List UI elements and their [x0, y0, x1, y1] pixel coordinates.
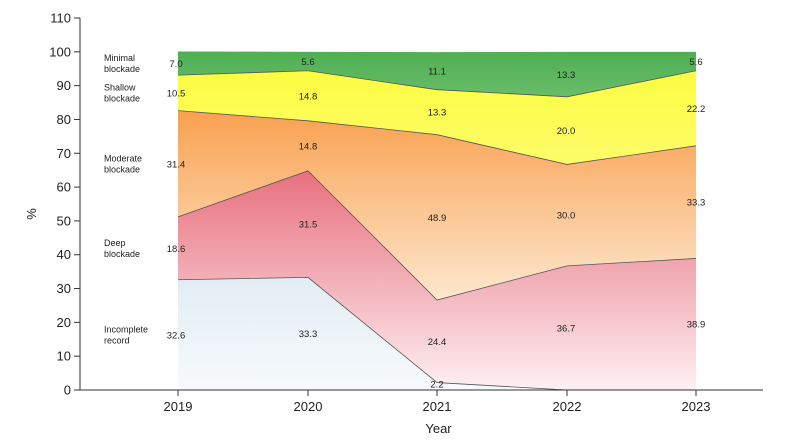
- data-label-deep-blockade: 36.7: [557, 323, 576, 334]
- y-tick-label: 50: [57, 213, 71, 228]
- y-tick-label: 30: [57, 281, 71, 296]
- x-tick-label: 2023: [682, 399, 711, 414]
- x-tick-label: 2019: [164, 399, 193, 414]
- area-incomplete-record: [178, 277, 696, 390]
- y-tick-label: 20: [57, 315, 71, 330]
- x-axis-title: Year: [425, 421, 452, 436]
- data-label-deep-blockade: 31.5: [299, 220, 318, 231]
- legend-label: record: [104, 335, 130, 345]
- data-label-moderate-blockade: 33.3: [687, 198, 706, 209]
- data-label-shallow-blockade: 22.2: [687, 104, 706, 115]
- legend-label: Moderate: [104, 153, 142, 163]
- data-label-incomplete-record: 2.2: [430, 380, 443, 391]
- data-label-minimal-blockade: 5.6: [689, 57, 702, 68]
- area-moderate-blockade: [178, 110, 696, 301]
- area-deep-blockade: [178, 170, 696, 390]
- y-tick-label: 40: [57, 247, 71, 262]
- data-label-minimal-blockade: 13.3: [557, 70, 576, 81]
- data-label-minimal-blockade: 5.6: [301, 57, 314, 68]
- y-tick-label: 70: [57, 146, 71, 161]
- legend-label: Minimal: [104, 53, 135, 63]
- x-tick-label: 2020: [294, 399, 323, 414]
- data-label-incomplete-record: 32.6: [167, 330, 186, 341]
- data-label-deep-blockade: 24.4: [428, 337, 447, 348]
- boundary-deep-blockade: [177, 170, 697, 301]
- data-label-deep-blockade: 18.6: [167, 244, 186, 255]
- data-labels: 32.6 33.3 2.2 18.6 31.5 24.4 36.7 38.9 31.4 14.8 4…: [167, 57, 706, 391]
- data-label-deep-blockade: 38.9: [687, 320, 706, 331]
- legend-label: blockade: [104, 249, 140, 259]
- data-label-shallow-blockade: 20.0: [557, 126, 576, 137]
- y-tick-label: 10: [57, 349, 71, 364]
- y-tick-label: 80: [57, 112, 71, 127]
- data-label-shallow-blockade: 14.8: [299, 91, 318, 102]
- legend-label: blockade: [104, 93, 140, 103]
- axes: 0 10 20 30 40 50 60 70 80 90 100 110 2019 2020 2021 202…: [24, 11, 763, 436]
- y-axis-title: %: [24, 208, 39, 220]
- area-shallow-blockade: [178, 70, 696, 165]
- data-label-minimal-blockade: 11.1: [428, 66, 446, 77]
- boundary-shallow-blockade: [177, 70, 697, 98]
- data-label-incomplete-record: 33.3: [299, 329, 318, 340]
- legend-label: blockade: [104, 64, 140, 74]
- data-label-minimal-blockade: 7.0: [169, 59, 182, 70]
- legend: MinimalblockadeShallowblockadeModeratebl…: [104, 53, 148, 346]
- legend-label: Deep: [104, 238, 126, 248]
- y-tick-label: 100: [49, 44, 71, 59]
- boundary-moderate-blockade: [177, 110, 697, 165]
- y-tick-label: 90: [57, 78, 71, 93]
- legend-label: Incomplete: [104, 324, 148, 334]
- data-label-shallow-blockade: 13.3: [428, 108, 447, 119]
- area-layers: [178, 51, 696, 390]
- y-tick-label: 0: [64, 383, 71, 398]
- legend-label: Shallow: [104, 82, 136, 92]
- data-label-moderate-blockade: 31.4: [167, 159, 186, 170]
- data-label-shallow-blockade: 10.5: [167, 88, 186, 99]
- y-tick-label: 60: [57, 180, 71, 195]
- data-label-moderate-blockade: 30.0: [557, 211, 576, 222]
- legend-label: blockade: [104, 164, 140, 174]
- area-minimal-blockade: [178, 51, 696, 97]
- y-tick-label: 110: [50, 11, 71, 26]
- x-tick-label: 2021: [423, 399, 452, 414]
- data-label-moderate-blockade: 48.9: [428, 213, 447, 224]
- data-label-moderate-blockade: 14.8: [299, 141, 318, 152]
- x-tick-label: 2022: [553, 399, 582, 414]
